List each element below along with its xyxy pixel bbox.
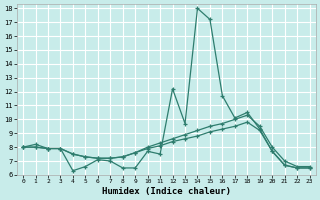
X-axis label: Humidex (Indice chaleur): Humidex (Indice chaleur): [102, 187, 231, 196]
